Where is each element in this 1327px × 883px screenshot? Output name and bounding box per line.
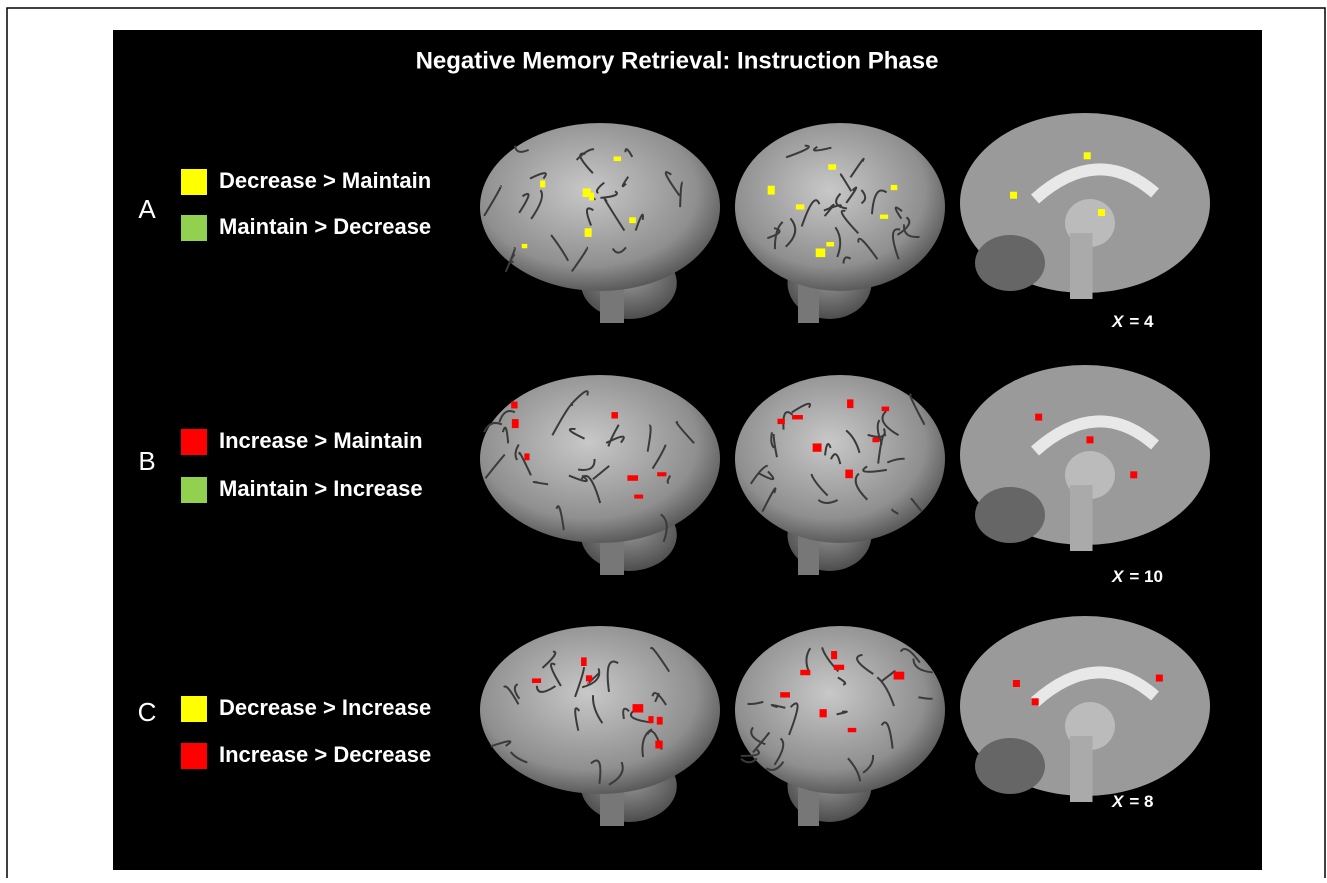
row-label: A [138, 194, 156, 224]
activation-spot [777, 419, 784, 424]
legend-swatch [181, 477, 207, 503]
brain-stem [1070, 485, 1093, 551]
legend-text: Maintain > Increase [219, 476, 423, 501]
activation-spot [512, 419, 519, 428]
activation-spot [524, 453, 529, 460]
activation-spot [657, 472, 666, 476]
legend-swatch [181, 169, 207, 195]
activation-spot [1010, 192, 1017, 199]
activation-spot [633, 704, 644, 712]
activation-spot [800, 670, 810, 675]
activation-spot [847, 399, 853, 408]
legend-text: Decrease > Maintain [219, 168, 431, 193]
row-label: B [138, 446, 155, 476]
activation-spot [882, 407, 890, 412]
activation-spot [586, 675, 592, 681]
activation-spot [780, 692, 790, 697]
activation-spot [1035, 414, 1042, 421]
cerebellum [975, 738, 1045, 794]
legend-swatch [181, 429, 207, 455]
legend-text: Maintain > Decrease [219, 214, 431, 239]
cerebrum [735, 375, 945, 543]
slice-variable: X [1111, 792, 1125, 811]
cerebellum [975, 235, 1045, 291]
activation-spot [532, 678, 541, 683]
activation-spot [540, 180, 545, 187]
activation-spot [627, 475, 638, 481]
activation-spot [1156, 675, 1163, 682]
activation-spot [585, 228, 592, 237]
activation-spot [826, 242, 834, 246]
slice-label: X= 4 [1111, 312, 1154, 331]
legend-text: Increase > Decrease [219, 742, 431, 767]
activation-spot [581, 657, 587, 666]
slice-label: X= 10 [1111, 567, 1163, 586]
activation-spot [1086, 436, 1093, 443]
brain-stem [1070, 233, 1093, 299]
slice-label: X= 8 [1111, 792, 1153, 811]
activation-spot [611, 412, 618, 418]
slice-value: = 8 [1129, 792, 1153, 811]
activation-spot [792, 415, 803, 419]
activation-spot [768, 186, 775, 195]
activation-spot [834, 665, 844, 670]
activation-spot [657, 717, 663, 725]
activation-spot [796, 204, 804, 209]
activation-spot [1013, 680, 1020, 687]
activation-spot [583, 188, 591, 197]
activation-spot [848, 728, 857, 732]
page: Negative Memory Retrieval: Instruction P… [0, 0, 1327, 878]
legend-text: Increase > Maintain [219, 428, 423, 453]
activation-spot [828, 164, 836, 170]
figure-title: Negative Memory Retrieval: Instruction P… [416, 47, 939, 74]
slice-value: = 4 [1129, 312, 1154, 331]
row-label: C [138, 697, 157, 727]
activation-spot [845, 470, 853, 479]
activation-spot [1032, 698, 1039, 705]
figure: Negative Memory Retrieval: Instruction P… [0, 0, 1327, 878]
slice-variable: X [1111, 312, 1125, 331]
activation-spot [634, 495, 643, 499]
legend-swatch [181, 743, 207, 769]
activation-spot [1130, 471, 1137, 478]
activation-spot [648, 716, 653, 723]
activation-spot [820, 709, 827, 717]
activation-spot [1098, 209, 1105, 216]
cerebellum [975, 487, 1045, 543]
activation-spot [872, 438, 879, 443]
activation-spot [813, 443, 822, 451]
activation-spot [1084, 152, 1091, 159]
activation-spot [655, 741, 662, 749]
activation-spot [629, 217, 636, 223]
brain-stem [1070, 736, 1093, 802]
legend-text: Decrease > Increase [219, 695, 431, 720]
activation-spot [614, 156, 621, 161]
activation-spot [894, 672, 905, 680]
legend-swatch [181, 215, 207, 241]
activation-spot [522, 244, 527, 248]
activation-spot [831, 651, 837, 659]
slice-value: = 10 [1129, 567, 1163, 586]
activation-spot [880, 215, 888, 219]
slice-variable: X [1111, 567, 1125, 586]
activation-spot [511, 402, 517, 409]
activation-spot [816, 248, 826, 257]
activation-spot [891, 185, 897, 190]
legend-swatch [181, 696, 207, 722]
